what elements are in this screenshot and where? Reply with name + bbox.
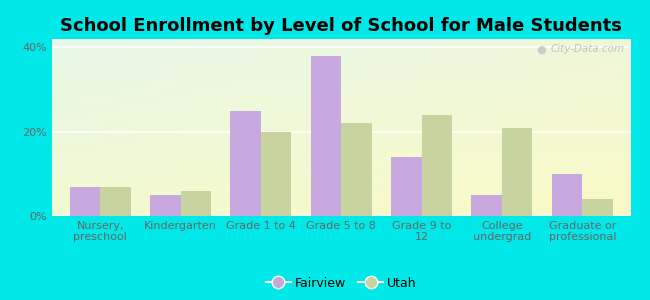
Bar bbox=[422, 115, 452, 216]
Bar bbox=[471, 195, 502, 216]
Bar bbox=[150, 195, 181, 216]
Bar bbox=[552, 174, 582, 216]
Bar bbox=[181, 191, 211, 216]
Bar bbox=[391, 157, 422, 216]
Bar bbox=[230, 111, 261, 216]
Title: School Enrollment by Level of School for Male Students: School Enrollment by Level of School for… bbox=[60, 17, 622, 35]
Text: ●: ● bbox=[537, 44, 547, 54]
Text: City-Data.com: City-Data.com bbox=[551, 44, 625, 54]
Bar bbox=[100, 187, 131, 216]
Bar bbox=[582, 199, 613, 216]
Bar bbox=[311, 56, 341, 216]
Bar bbox=[70, 187, 100, 216]
Bar bbox=[502, 128, 532, 216]
Legend: Fairview, Utah: Fairview, Utah bbox=[261, 272, 422, 295]
Bar bbox=[341, 123, 372, 216]
Bar bbox=[261, 132, 291, 216]
